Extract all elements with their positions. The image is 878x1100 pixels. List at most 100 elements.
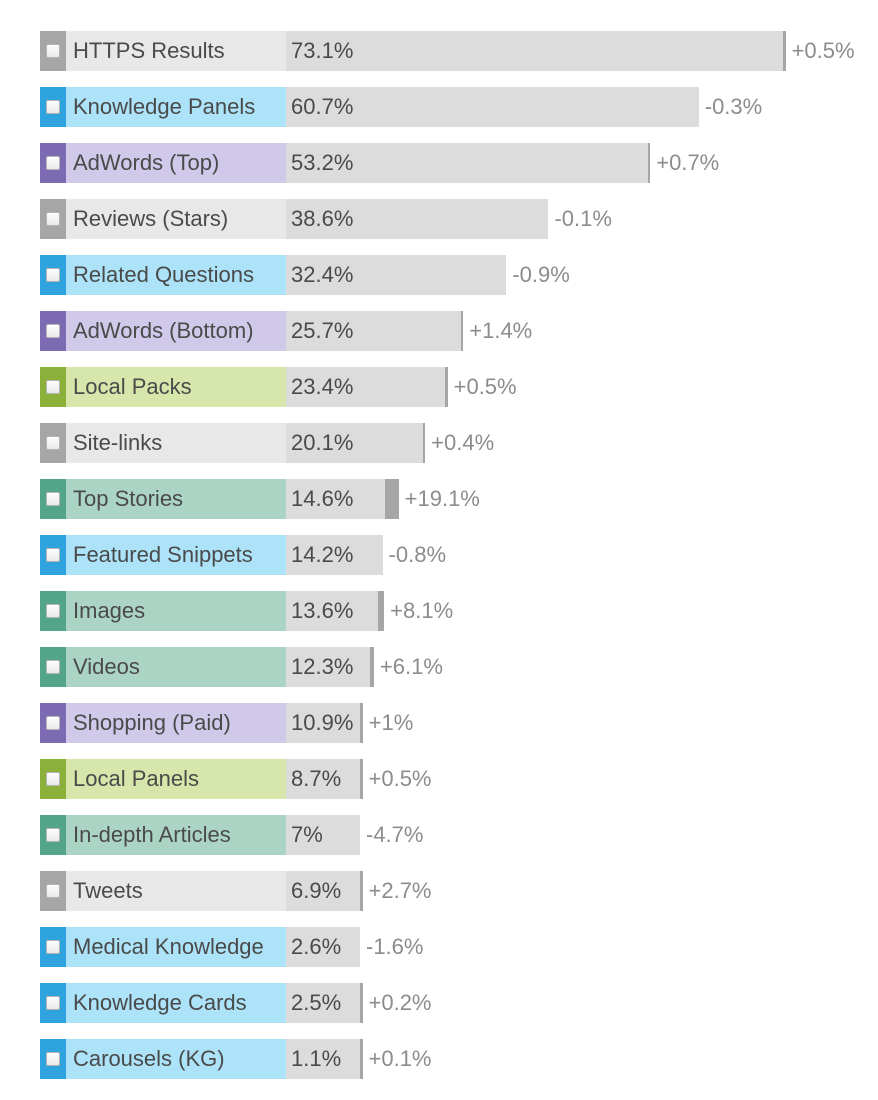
series-color-swatch — [40, 87, 66, 127]
series-color-swatch — [40, 983, 66, 1023]
series-checkbox[interactable] — [46, 44, 60, 58]
value-label: 23.4% — [291, 374, 354, 399]
value-bar — [286, 423, 423, 463]
change-marker — [360, 983, 363, 1023]
category-label: Videos — [66, 647, 286, 687]
category-label: Carousels (KG) — [66, 1039, 286, 1079]
value-bar — [286, 87, 699, 127]
series-color-swatch — [40, 927, 66, 967]
category-label: Tweets — [66, 871, 286, 911]
value-label: 32.4% — [291, 262, 354, 287]
change-marker — [360, 703, 363, 743]
change-marker — [360, 759, 363, 799]
change-label: -0.1% — [554, 206, 612, 231]
change-marker — [385, 479, 399, 519]
change-label: +19.1% — [404, 486, 480, 511]
value-bar — [286, 1039, 360, 1079]
series-checkbox[interactable] — [46, 100, 60, 114]
series-color-swatch — [40, 759, 66, 799]
series-checkbox[interactable] — [46, 324, 60, 338]
category-label: Medical Knowledge — [66, 927, 286, 967]
category-label: Site-links — [66, 423, 286, 463]
category-label: HTTPS Results — [66, 31, 286, 71]
series-checkbox[interactable] — [46, 492, 60, 506]
category-label: In-depth Articles — [66, 815, 286, 855]
category-label: Images — [66, 591, 286, 631]
change-label: -0.8% — [388, 542, 447, 567]
change-label: +1% — [368, 710, 414, 735]
series-checkbox[interactable] — [46, 436, 60, 450]
value-bar — [286, 311, 461, 351]
change-marker — [378, 591, 385, 631]
series-color-swatch — [40, 703, 66, 743]
series-color-swatch — [40, 479, 66, 519]
series-color-swatch — [40, 1039, 66, 1079]
value-bar — [286, 591, 379, 631]
value-label: 73.1% — [291, 38, 354, 63]
value-bar — [286, 647, 370, 687]
series-color-swatch — [40, 311, 66, 351]
change-marker — [647, 143, 651, 183]
value-label: 20.1% — [291, 430, 354, 455]
change-label: +8.1% — [390, 598, 454, 623]
value-label: 14.2% — [291, 542, 354, 567]
category-label: Local Panels — [66, 759, 286, 799]
series-checkbox[interactable] — [46, 380, 60, 394]
series-checkbox[interactable] — [46, 940, 60, 954]
series-color-swatch — [40, 647, 66, 687]
category-label: Featured Snippets — [66, 535, 286, 575]
change-label: +0.7% — [656, 150, 720, 175]
category-label: Shopping (Paid) — [66, 703, 286, 743]
value-bar — [286, 815, 360, 855]
value-bar — [286, 143, 648, 183]
value-bar — [286, 759, 360, 799]
change-label: +1.4% — [469, 318, 533, 343]
value-bar — [286, 479, 386, 519]
change-label: -1.6% — [366, 934, 424, 959]
series-checkbox[interactable] — [46, 268, 60, 282]
change-marker — [445, 367, 448, 407]
series-checkbox[interactable] — [46, 548, 60, 562]
value-bar — [286, 31, 784, 71]
series-checkbox[interactable] — [46, 1052, 60, 1066]
series-checkbox[interactable] — [46, 212, 60, 226]
series-color-swatch — [40, 423, 66, 463]
change-label: +0.4% — [431, 430, 495, 455]
value-label: 1.1% — [291, 1046, 342, 1071]
value-label: 12.3% — [291, 654, 354, 679]
category-label: Local Packs — [66, 367, 286, 407]
change-marker — [422, 423, 426, 463]
change-label: +0.2% — [368, 990, 432, 1015]
value-bar — [286, 703, 361, 743]
change-label: +6.1% — [379, 654, 443, 679]
value-label: 38.6% — [291, 206, 354, 231]
change-marker — [360, 871, 363, 911]
category-label: AdWords (Bottom) — [66, 311, 286, 351]
series-color-swatch — [40, 535, 66, 575]
series-checkbox[interactable] — [46, 156, 60, 170]
change-marker — [360, 1039, 363, 1079]
value-label: 6.9% — [291, 878, 342, 903]
series-checkbox[interactable] — [46, 828, 60, 842]
value-bar — [286, 255, 507, 295]
series-checkbox[interactable] — [46, 996, 60, 1010]
value-bar — [286, 871, 360, 911]
change-label: +0.5% — [368, 766, 432, 791]
value-label: 14.6% — [291, 486, 354, 511]
series-checkbox[interactable] — [46, 772, 60, 786]
series-checkbox[interactable] — [46, 884, 60, 898]
value-bar — [286, 367, 446, 407]
change-label: +0.1% — [368, 1046, 432, 1071]
series-checkbox[interactable] — [46, 660, 60, 674]
value-label: 53.2% — [291, 150, 354, 175]
series-color-swatch — [40, 31, 66, 71]
value-bar — [286, 535, 383, 575]
value-label: 60.7% — [291, 94, 354, 119]
category-label: Related Questions — [66, 255, 286, 295]
series-checkbox[interactable] — [46, 604, 60, 618]
value-bar — [286, 983, 360, 1023]
change-label: -4.7% — [366, 822, 424, 847]
value-label: 10.9% — [291, 710, 354, 735]
series-color-swatch — [40, 255, 66, 295]
series-checkbox[interactable] — [46, 716, 60, 730]
